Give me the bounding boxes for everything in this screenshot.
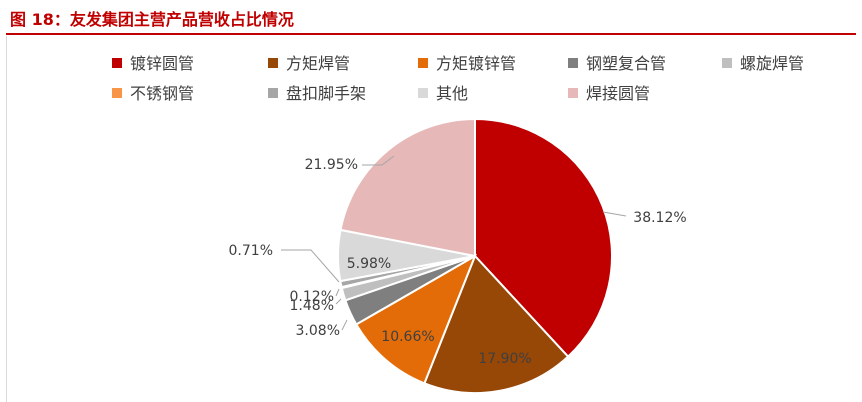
legend-swatch	[112, 88, 122, 98]
data-labels: 38.12% 17.90% 10.66% 3.08% 1.48%0.12% 0.71% 5.…	[229, 157, 687, 367]
data-label: 38.12%	[633, 210, 686, 226]
legend-swatch	[268, 88, 278, 98]
legend-swatch	[418, 58, 428, 68]
pie-slice	[474, 117, 613, 358]
data-label: 10.66%	[381, 329, 434, 345]
legend-swatch	[418, 88, 428, 98]
leader-line	[335, 288, 340, 297]
legend-label: 镀锌圆管	[130, 54, 194, 73]
leader-line	[602, 211, 627, 217]
leader-line	[335, 298, 342, 305]
legend-label: 不锈钢管	[130, 84, 194, 103]
leader-line	[281, 249, 340, 283]
data-label: 3.08%	[296, 323, 340, 339]
data-label: 1.48%	[290, 298, 334, 314]
data-label: 0.71%	[229, 243, 273, 259]
legend-swatch	[722, 58, 732, 68]
leader-lines	[281, 155, 627, 331]
frame-left-border	[6, 36, 7, 402]
legend-label: 盘扣脚手架	[286, 84, 366, 103]
legend-label: 焊接圆管	[586, 84, 650, 103]
pie-slices	[337, 117, 613, 394]
leader-line	[362, 155, 395, 166]
data-label: 5.98%	[347, 256, 391, 272]
figure-title: 图 18：友发集团主营产品营收占比情况	[10, 10, 294, 29]
legend-swatch	[568, 58, 578, 68]
title-underline	[6, 33, 856, 35]
pie-slice	[354, 253, 477, 385]
legend-label: 其他	[436, 84, 468, 103]
legend-label: 方矩镀锌管	[436, 54, 516, 73]
legend-label: 方矩焊管	[286, 54, 350, 73]
pie-slice	[339, 117, 476, 258]
legend-swatch	[268, 58, 278, 68]
leader-line	[341, 319, 348, 331]
legend-label: 钢塑复合管	[586, 54, 666, 73]
legend-swatch	[568, 88, 578, 98]
data-label: 0.12%	[290, 289, 334, 305]
legend-label: 螺旋焊管	[740, 54, 804, 73]
data-label: 21.95%	[305, 157, 358, 173]
data-label: 17.90%	[478, 351, 531, 367]
pie-slice	[423, 254, 570, 394]
legend-swatch	[112, 58, 122, 68]
